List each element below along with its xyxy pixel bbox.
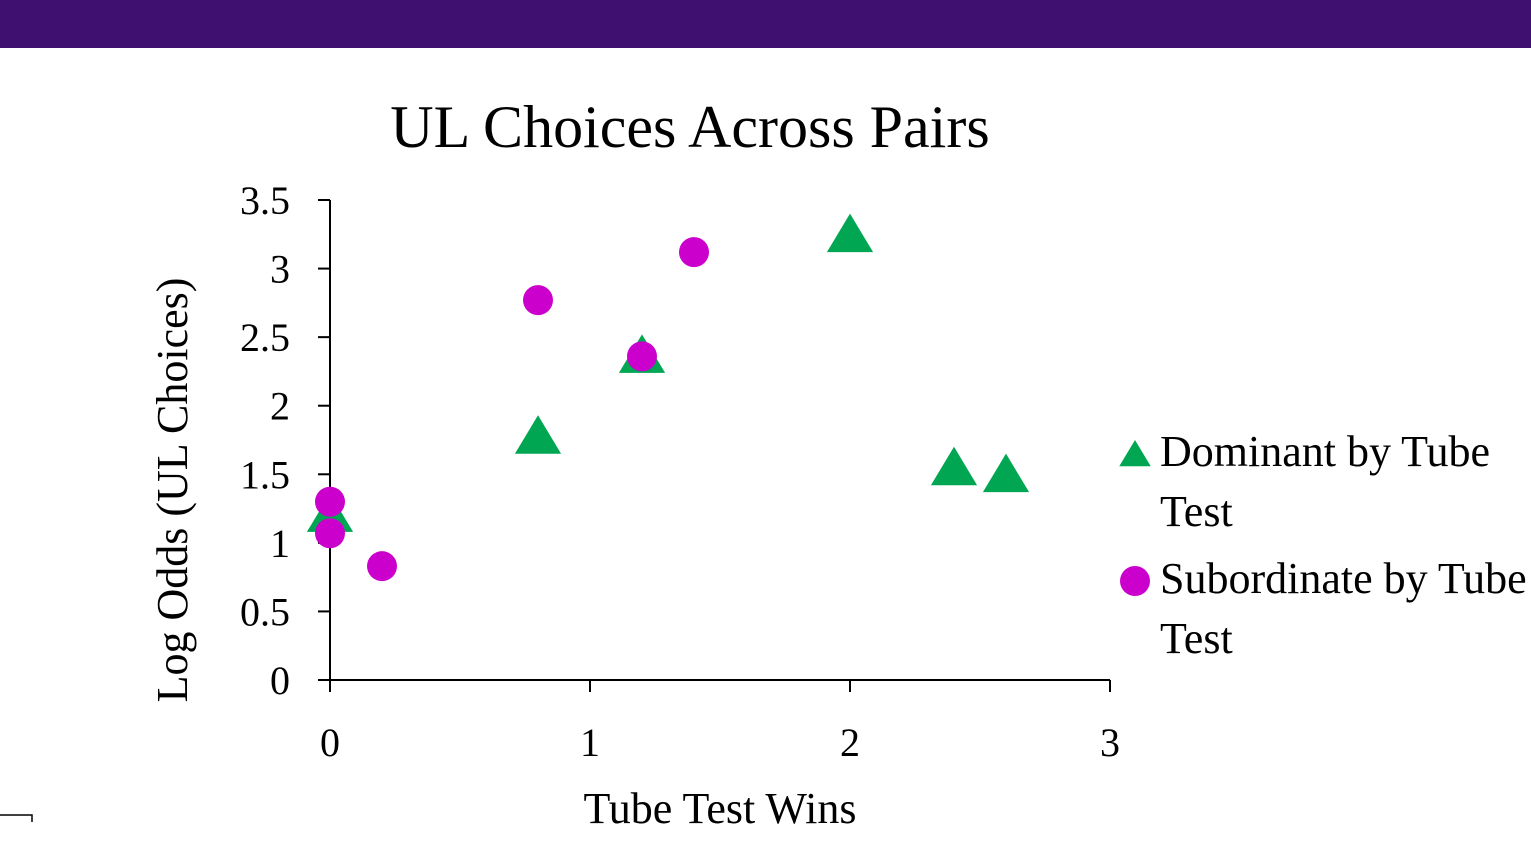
- legend-marker: [1119, 440, 1151, 467]
- x-tick-label: 2: [840, 720, 860, 765]
- circle-point: [679, 237, 709, 268]
- circle-point: [315, 518, 345, 549]
- legend: Dominant by Tube Test Subordinate by Tube…: [1110, 425, 1531, 685]
- header-bar: [0, 0, 1531, 48]
- chart-title: UL Choices Across Pairs: [390, 94, 989, 160]
- y-tick-label: 3.5: [240, 178, 290, 223]
- x-tick-label: 0: [320, 720, 340, 765]
- triangle-point: [982, 453, 1030, 493]
- legend-marker: [1120, 566, 1150, 596]
- legend-shape: [1119, 440, 1151, 467]
- y-tick-label: 2.5: [240, 315, 290, 360]
- legend-label: Subordinate by Tube Test: [1160, 554, 1527, 663]
- x-tick-label: 1: [580, 720, 600, 765]
- x-axis-label: Tube Test Wins: [583, 784, 856, 833]
- triangle-point: [514, 415, 562, 454]
- y-axis-label: Log Odds (UL Choices): [148, 278, 197, 703]
- y-tick-label: 3: [270, 247, 290, 292]
- y-tick-label: 0.5: [240, 589, 290, 634]
- y-tick-label: 1: [270, 521, 290, 566]
- triangle-point: [826, 213, 874, 253]
- circle-point: [523, 285, 553, 316]
- corner-mark: [0, 814, 33, 822]
- y-tick-label: 1.5: [240, 452, 290, 497]
- y-tick-label: 2: [270, 384, 290, 429]
- circle-point: [315, 486, 345, 517]
- x-tick-label: 3: [1100, 720, 1120, 765]
- legend-label: Dominant by Tube Test: [1160, 427, 1491, 536]
- legend-shape: [1120, 566, 1150, 596]
- triangle-point: [930, 446, 978, 486]
- y-tick-label: 0: [270, 658, 290, 703]
- circle-point: [627, 341, 657, 372]
- circle-point: [367, 551, 397, 582]
